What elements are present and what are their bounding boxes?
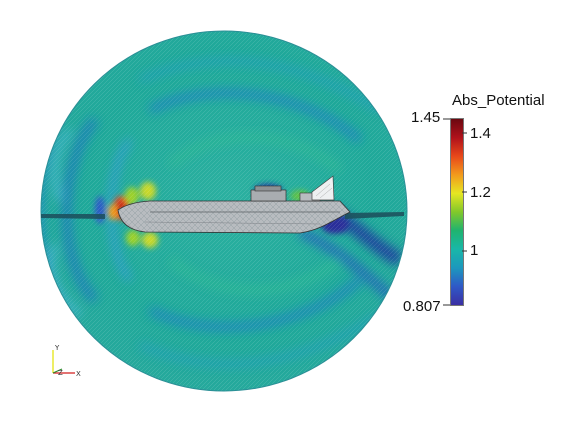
colorbar-title: Abs_Potential: [452, 92, 545, 109]
colorbar-min-label: 0.807: [403, 298, 441, 315]
colorbar: [450, 118, 464, 306]
domain-boundary: [40, 30, 408, 392]
ship-hull: [117, 175, 351, 234]
colorbar-tick-1-2: 1.2: [470, 184, 491, 201]
orientation-axes-widget: Y X Z: [52, 344, 81, 378]
axis-y-label: Y: [54, 344, 60, 352]
colorbar-max-label: 1.45: [411, 109, 441, 126]
water-plane: [41, 214, 105, 219]
axis-x-label: X: [76, 370, 81, 378]
water-plane-right: [345, 212, 404, 219]
colorbar-tick-1-4: 1.4: [470, 125, 491, 142]
colorbar-tick-1: 1: [470, 242, 479, 259]
axis-z-label: Z: [58, 369, 63, 377]
